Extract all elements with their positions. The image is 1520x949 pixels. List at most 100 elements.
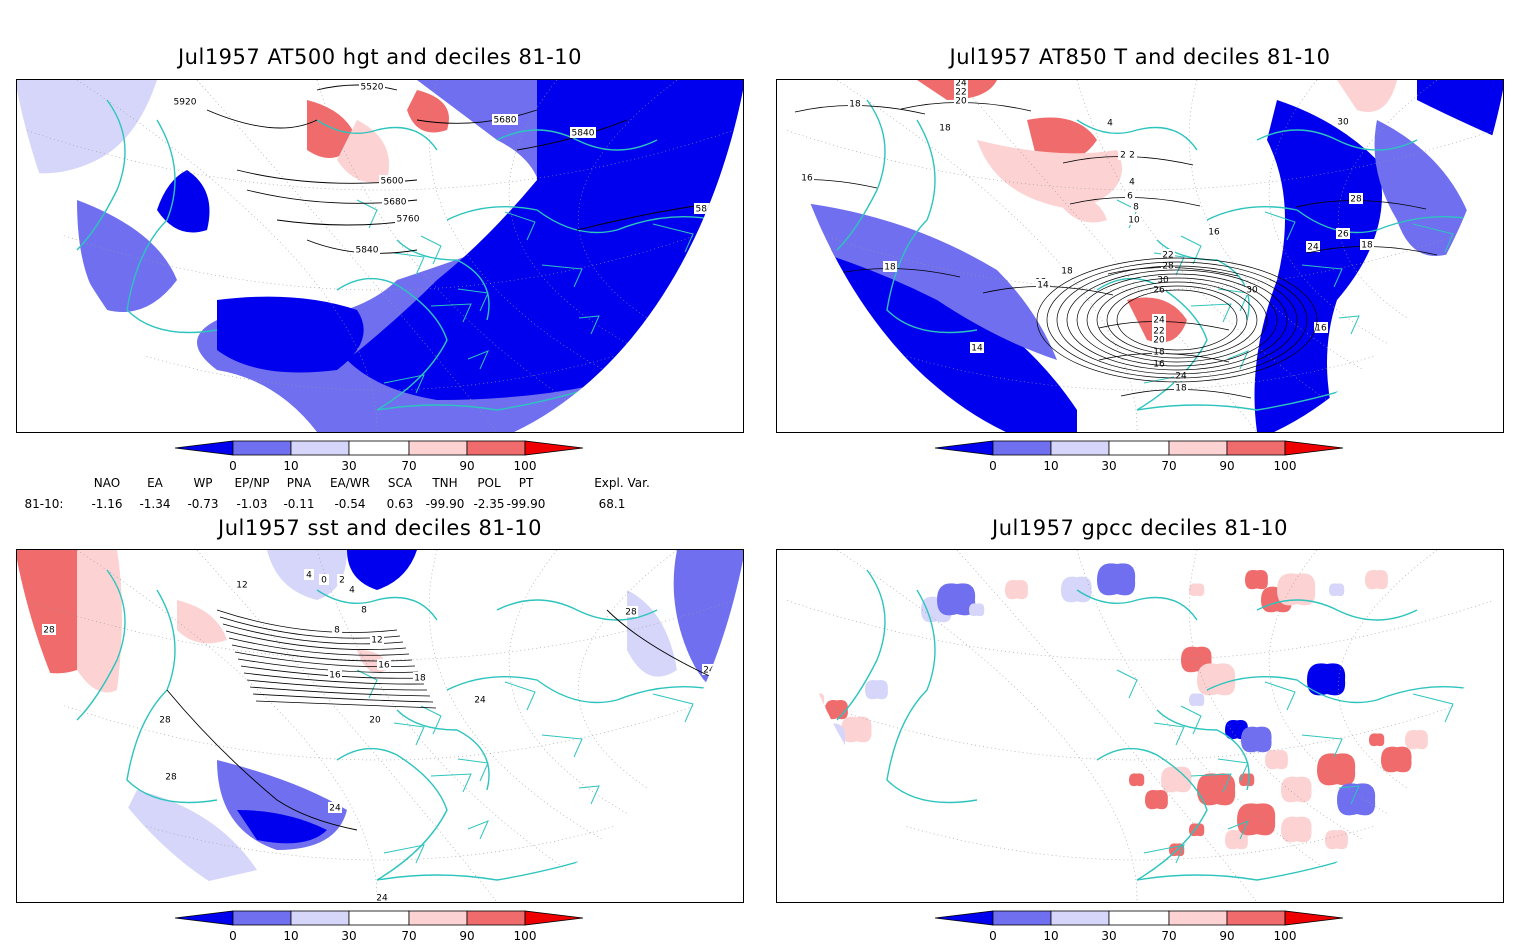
- contour-line: [252, 693, 434, 703]
- decile-precip-patch: [1061, 576, 1092, 603]
- contour-label-t850: 14: [1037, 281, 1049, 291]
- colorbar-label-0: 0: [989, 929, 997, 943]
- contour-label-sst-bg: [368, 714, 382, 725]
- country-border: [356, 669, 378, 699]
- contour-label-sst-bg: [347, 584, 357, 595]
- decile-precip-patch: [1337, 783, 1376, 816]
- contour-line: [246, 679, 428, 691]
- contour-line: [1096, 281, 1258, 359]
- country-border: [1264, 681, 1296, 711]
- contour-label-t850-bg: [1349, 193, 1363, 204]
- contour-label-t850: 4: [1107, 119, 1113, 129]
- colorbar-label-0: 0: [989, 459, 997, 473]
- contour-label-t850-bg: [954, 80, 968, 88]
- contour-label-t850-bg: [883, 261, 897, 272]
- contour-label-t850-bg: [1152, 358, 1166, 369]
- contour-label-sst-bg: [473, 694, 487, 705]
- coastline: [886, 119, 978, 334]
- contour-label-t850-bg: [1152, 346, 1166, 357]
- colorbar-label-30: 30: [341, 929, 357, 943]
- contour-label-t850-bg: [1434, 292, 1448, 303]
- country-border: [578, 785, 600, 805]
- country-border: [1217, 758, 1249, 782]
- colorbar-segment-5: [1226, 910, 1286, 926]
- graticule-meridian: [316, 550, 618, 902]
- country-border: [1180, 705, 1202, 735]
- index-name-7: TNH: [432, 476, 458, 490]
- colorbar-label-70: 70: [1161, 929, 1177, 943]
- country-border: [615, 362, 647, 382]
- contour-label-sst: 8: [361, 606, 367, 616]
- coastline: [836, 569, 886, 721]
- contour-label-hgt-bg: [694, 203, 720, 214]
- country-border: [383, 374, 425, 394]
- contour-label-t850: 18: [939, 124, 951, 134]
- contour-label-hgt: 5680: [494, 116, 517, 126]
- coastline: [126, 119, 218, 334]
- contour-line: [249, 686, 431, 697]
- contour-label-t850-bg: [954, 95, 968, 106]
- map-canvas: 1824222018422468101616161818121414222830…: [777, 80, 1503, 432]
- contour-label-t850: 30: [1157, 276, 1169, 286]
- decile-precip-patch: [1129, 773, 1145, 787]
- contour-label-sst: 12: [236, 581, 247, 591]
- graticule-meridian: [1338, 550, 1503, 902]
- colorbar-p1: 0 10 30 70 90 100: [174, 439, 595, 479]
- colorbar-end-high: [1284, 440, 1344, 456]
- country-border: [504, 211, 536, 241]
- contour-label-t850: 2: [1120, 151, 1126, 161]
- decile-shade-red: [407, 90, 449, 133]
- decile-shade-mid-blue: [77, 200, 177, 312]
- colorbar-label-10: 10: [283, 929, 299, 943]
- decile-shade-pink: [1057, 197, 1107, 223]
- contour-label-t850-bg: [1207, 226, 1221, 237]
- contour-label-sst: 28: [159, 716, 171, 726]
- graticule-meridian: [1076, 550, 1378, 902]
- decile-shade-deep-blue: [157, 170, 210, 233]
- country-border: [393, 722, 425, 746]
- country-border: [467, 350, 489, 370]
- contour-line: [1056, 265, 1298, 375]
- colorbar-label-10: 10: [1043, 459, 1059, 473]
- coastline: [316, 589, 438, 621]
- colorbar-svg: [174, 910, 584, 926]
- contour-label-t850-bg: [1152, 325, 1166, 336]
- panel-title-p1: Jul1957 AT500 hgt and deciles 81-10: [177, 45, 583, 69]
- contour-label-hgt-bg: [492, 114, 518, 125]
- decile-precip-patch: [1405, 730, 1428, 750]
- contour-label-t850: 20: [955, 97, 967, 107]
- contour-label-sst: 24: [474, 696, 486, 706]
- contour-label-t850-bg: [1127, 214, 1141, 225]
- contour-label-hgt-bg: [382, 196, 408, 207]
- colorbar-segment-3: [348, 440, 410, 456]
- index-name-6: SCA: [387, 476, 413, 490]
- country-border: [726, 327, 743, 347]
- contour-label-hgt: 5600: [381, 177, 404, 187]
- coastline: [76, 99, 126, 251]
- country-border: [1449, 746, 1471, 770]
- contour-label-sst: 28: [625, 608, 637, 618]
- contour-label-t850: 30: [1337, 118, 1349, 128]
- decile-precip-patch: [1197, 663, 1236, 696]
- decile-precip-patch: [841, 716, 872, 743]
- contour-label-sst: 24: [329, 804, 341, 814]
- colorbar-segment-1: [232, 440, 292, 456]
- decile-shade-pink: [337, 120, 389, 183]
- index-name-1: EA: [147, 476, 163, 490]
- contour-label-t850-bg: [1152, 284, 1166, 295]
- contour-label-t850-bg: [800, 261, 814, 272]
- decile-shade-deep-blue: [347, 80, 743, 400]
- decile-precip-patch: [1237, 803, 1276, 836]
- index-name-5: EA/WR: [329, 476, 371, 490]
- colorbar-end-high: [524, 440, 584, 456]
- colorbar-label-90: 90: [1219, 929, 1235, 943]
- contour-label-t850-bg: [848, 98, 862, 109]
- decile-shade-red: [17, 550, 82, 674]
- contour-label-t850-bg: [1174, 382, 1188, 393]
- contour-line: [416, 109, 538, 124]
- country-border: [689, 276, 711, 300]
- contour-label-sst-bg: [377, 659, 391, 670]
- index-value-3: -1.03: [236, 497, 268, 511]
- contour-line: [1116, 289, 1238, 351]
